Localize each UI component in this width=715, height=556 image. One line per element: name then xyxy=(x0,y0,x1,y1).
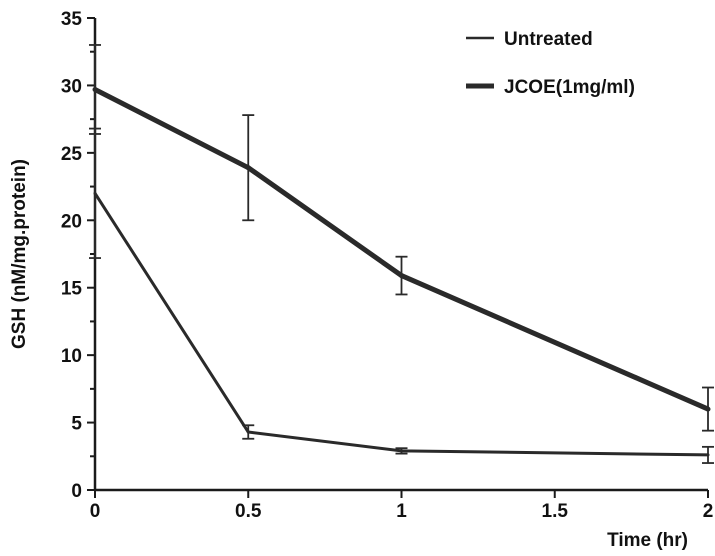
y-tick-label: 5 xyxy=(71,414,82,435)
y-tick-label: 35 xyxy=(61,9,83,30)
y-tick-label: 30 xyxy=(61,76,82,97)
series-untreated xyxy=(89,127,714,464)
x-tick-label: 0.5 xyxy=(235,501,262,522)
x-axis-title: Time (hr) xyxy=(607,530,688,551)
legend-label-untreated: Untreated xyxy=(504,29,593,50)
x-tick-label: 1 xyxy=(396,501,407,522)
x-tick-label: 1.5 xyxy=(542,501,569,522)
series-line xyxy=(93,192,709,457)
x-tick-label: 0 xyxy=(90,501,101,522)
y-axis-title: GSH (nM/mg.protein) xyxy=(9,159,30,349)
data-point xyxy=(705,406,711,412)
y-tick-label: 25 xyxy=(61,144,83,165)
data-point xyxy=(245,165,251,171)
x-tick-label: 2 xyxy=(703,501,714,522)
series xyxy=(89,44,714,464)
ticks: 0 5 10 15 20 25 30 35 0 0.5 1 1.5 2 xyxy=(61,9,713,522)
y-tick-label: 20 xyxy=(61,211,82,232)
legend-label-jcoe: JCOE(1mg/ml) xyxy=(504,77,635,98)
data-point xyxy=(246,430,250,434)
data-point xyxy=(400,449,403,453)
y-tick-label: 0 xyxy=(71,481,82,502)
data-point xyxy=(399,273,404,279)
data-point xyxy=(93,191,97,195)
y-tick-label: 10 xyxy=(61,346,82,367)
data-point xyxy=(92,86,98,92)
series-jcoe xyxy=(89,44,714,432)
y-tick-label: 15 xyxy=(61,279,83,300)
legend: Untreated JCOE(1mg/ml) xyxy=(466,29,635,98)
data-point xyxy=(706,453,710,457)
series-line xyxy=(93,87,709,412)
